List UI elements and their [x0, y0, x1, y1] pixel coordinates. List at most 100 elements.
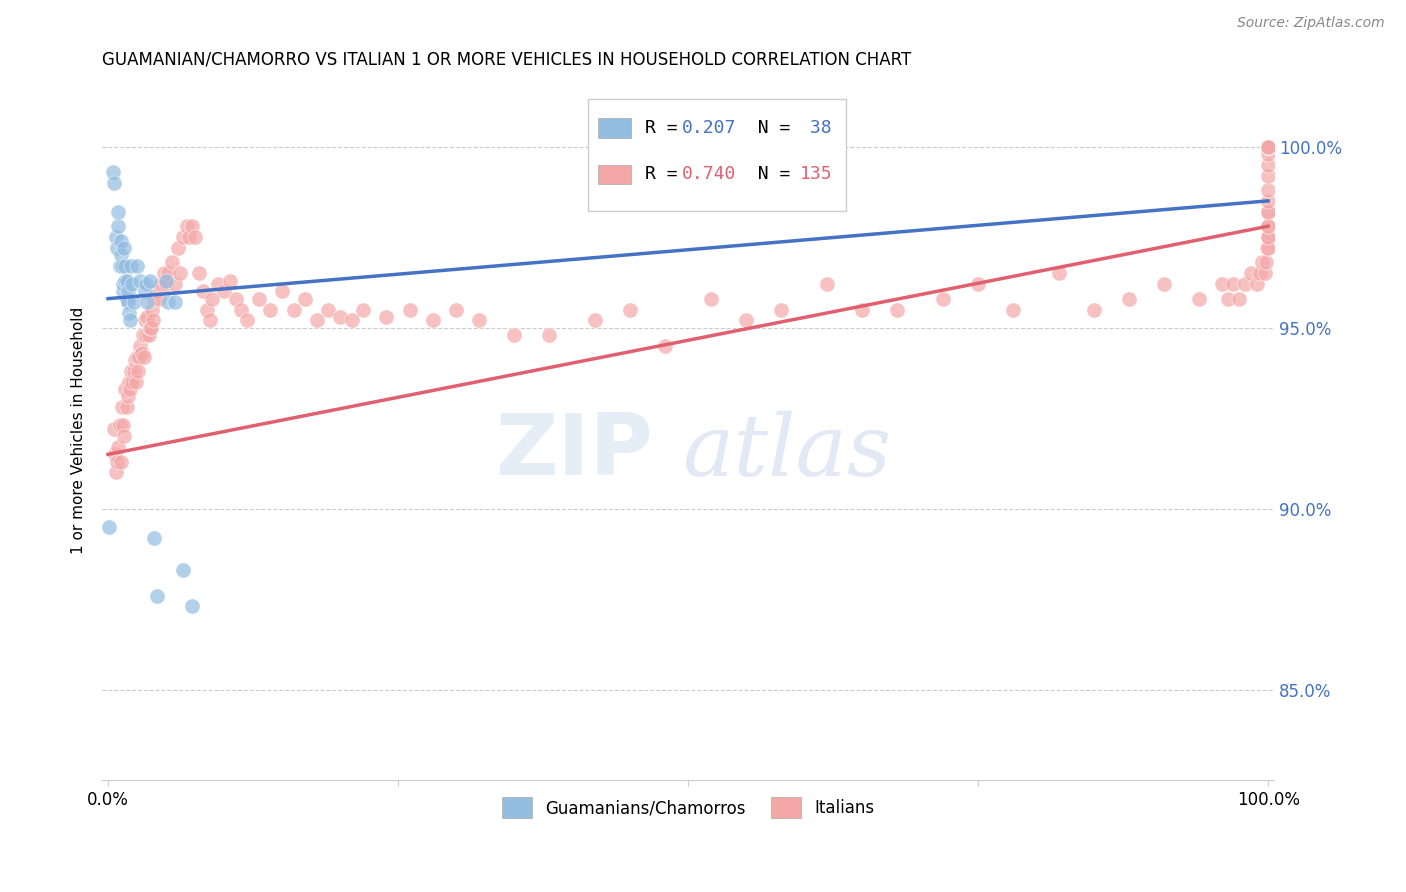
- Point: [114, 273, 136, 287]
- Point: [1001, 302, 1024, 317]
- Point: [160, 255, 183, 269]
- Point: [1211, 277, 1233, 292]
- Point: [236, 313, 259, 327]
- Point: [112, 418, 135, 433]
- Point: [108, 259, 131, 273]
- Point: [225, 292, 247, 306]
- Point: [136, 295, 159, 310]
- Text: Source: ZipAtlas.com: Source: ZipAtlas.com: [1237, 16, 1385, 30]
- Point: [1216, 292, 1239, 306]
- Bar: [598, 119, 631, 138]
- Point: [283, 302, 305, 317]
- Point: [112, 429, 135, 443]
- Point: [105, 466, 128, 480]
- Point: [352, 302, 374, 317]
- Point: [1257, 139, 1279, 153]
- Point: [125, 259, 148, 273]
- Point: [103, 422, 125, 436]
- Point: [1256, 241, 1278, 255]
- Point: [1233, 277, 1256, 292]
- Point: [305, 313, 328, 327]
- Point: [172, 230, 194, 244]
- Point: [105, 454, 128, 468]
- Point: [138, 327, 160, 342]
- Point: [127, 364, 149, 378]
- Point: [135, 277, 157, 292]
- Point: [1118, 292, 1140, 306]
- Text: 135: 135: [800, 165, 832, 184]
- Point: [1257, 139, 1279, 153]
- Point: [132, 350, 155, 364]
- Point: [141, 302, 163, 317]
- Point: [468, 313, 491, 327]
- Point: [179, 230, 201, 244]
- Point: [375, 310, 398, 324]
- Point: [247, 292, 270, 306]
- Point: [145, 285, 167, 299]
- Point: [135, 327, 157, 342]
- Point: [145, 589, 167, 603]
- Point: [329, 310, 352, 324]
- Point: [142, 313, 165, 327]
- Point: [1257, 219, 1279, 234]
- Text: N =: N =: [737, 120, 801, 137]
- Point: [148, 292, 170, 306]
- Point: [165, 295, 187, 310]
- Point: [155, 273, 177, 287]
- Point: [110, 248, 132, 262]
- Point: [1249, 266, 1271, 280]
- Point: [134, 285, 156, 299]
- Point: [118, 306, 141, 320]
- Point: [184, 230, 207, 244]
- Point: [115, 273, 138, 287]
- Point: [155, 277, 177, 292]
- FancyBboxPatch shape: [589, 99, 846, 211]
- Point: [176, 219, 198, 234]
- Point: [105, 241, 128, 255]
- Point: [1257, 230, 1279, 244]
- Point: [122, 364, 145, 378]
- Point: [1257, 139, 1279, 153]
- Point: [169, 266, 191, 280]
- Point: [444, 302, 467, 317]
- Point: [129, 339, 152, 353]
- Point: [398, 302, 420, 317]
- Point: [120, 259, 142, 273]
- Point: [198, 313, 221, 327]
- Text: GUAMANIAN/CHAMORRO VS ITALIAN 1 OR MORE VEHICLES IN HOUSEHOLD CORRELATION CHART: GUAMANIAN/CHAMORRO VS ITALIAN 1 OR MORE …: [103, 51, 911, 69]
- Point: [1257, 139, 1279, 153]
- Point: [700, 292, 723, 306]
- Y-axis label: 1 or more Vehicles in Household: 1 or more Vehicles in Household: [72, 307, 86, 555]
- Point: [1153, 277, 1175, 292]
- Point: [111, 259, 134, 273]
- Point: [111, 401, 134, 415]
- Point: [117, 295, 139, 310]
- Point: [115, 401, 138, 415]
- Legend: Guamanians/Chamorros, Italians: Guamanians/Chamorros, Italians: [495, 790, 882, 824]
- Point: [101, 165, 124, 179]
- Point: [1257, 139, 1279, 153]
- Bar: [598, 164, 631, 184]
- Point: [118, 313, 141, 327]
- Point: [1257, 183, 1279, 197]
- Point: [1246, 277, 1268, 292]
- Point: [180, 599, 202, 614]
- Point: [1257, 139, 1279, 153]
- Point: [118, 375, 141, 389]
- Point: [129, 273, 152, 287]
- Point: [165, 277, 187, 292]
- Point: [139, 273, 162, 287]
- Point: [1257, 139, 1279, 153]
- Point: [120, 364, 142, 378]
- Text: R =: R =: [645, 120, 688, 137]
- Point: [1257, 139, 1279, 153]
- Point: [503, 327, 526, 342]
- Point: [172, 563, 194, 577]
- Point: [231, 302, 253, 317]
- Point: [340, 313, 363, 327]
- Point: [134, 313, 156, 327]
- Point: [932, 292, 955, 306]
- Point: [212, 285, 235, 299]
- Point: [201, 292, 224, 306]
- Point: [110, 454, 132, 468]
